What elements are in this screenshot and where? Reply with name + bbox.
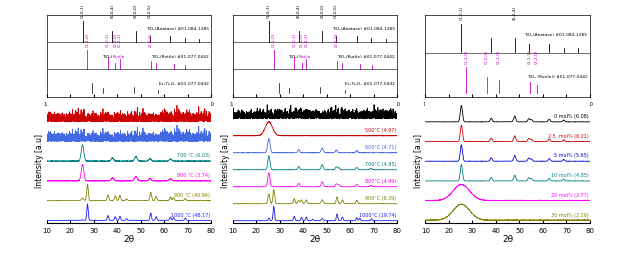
Text: 600 °C (4.41): 600 °C (4.41) (177, 134, 210, 139)
Text: TiO₂(Anatase) #01-084-1285: TiO₂(Anatase) #01-084-1285 (332, 27, 395, 31)
Text: (1,0,1): (1,0,1) (292, 33, 296, 47)
Text: TiO₂(Anatase) #01-084-1285: TiO₂(Anatase) #01-084-1285 (146, 27, 209, 31)
Text: Rutile: Rutile (299, 55, 311, 59)
Text: 600°C (4.71): 600°C (4.71) (365, 145, 396, 150)
Text: (2,2,0): (2,2,0) (335, 33, 339, 47)
Text: (1,0,1): (1,0,1) (485, 49, 489, 64)
Text: (0,0,4): (0,0,4) (111, 3, 114, 18)
Text: TiO₂(: TiO₂( (288, 55, 299, 59)
Text: (2,1,0): (2,1,0) (497, 49, 501, 64)
Text: 5 mol% (5.65): 5 mol% (5.65) (554, 153, 589, 158)
Text: (2,0,0): (2,0,0) (134, 3, 138, 18)
Text: 0 mol% (6.08): 0 mol% (6.08) (554, 114, 589, 119)
Text: (1,1,0): (1,1,0) (86, 33, 89, 47)
Text: (0,0,4): (0,0,4) (297, 3, 301, 18)
Text: (1,0,1): (1,0,1) (267, 3, 271, 18)
Text: (1,0,1): (1,0,1) (460, 6, 463, 20)
Text: TiO₂(: TiO₂( (102, 55, 112, 59)
X-axis label: 2θ: 2θ (502, 235, 513, 244)
Text: (1,0,1): (1,0,1) (106, 33, 110, 47)
Y-axis label: Intensity [a.u]: Intensity [a.u] (221, 134, 230, 188)
Text: TiO₂ (Rutile)) #01-077-0442: TiO₂ (Rutile)) #01-077-0442 (527, 76, 587, 79)
Text: (2,1,1): (2,1,1) (304, 33, 308, 47)
Text: Er₂Ti₂O₇ #01-077-0442: Er₂Ti₂O₇ #01-077-0442 (345, 82, 395, 86)
Text: (2,1,0): (2,1,0) (113, 33, 117, 47)
Text: (0,0,4): (0,0,4) (513, 6, 517, 20)
Text: (2,1,1): (2,1,1) (527, 49, 532, 64)
Text: 800 °C (3.74): 800 °C (3.74) (177, 173, 210, 178)
Text: 900°C (9.39): 900°C (9.39) (365, 196, 396, 201)
Text: TiO₂(Rutile) #01-077-0442: TiO₂(Rutile) #01-077-0442 (151, 55, 209, 59)
Text: Er₂Ti₂O₇ #01-077-0442: Er₂Ti₂O₇ #01-077-0442 (159, 82, 209, 86)
Text: 30 mol% (2.16): 30 mol% (2.16) (551, 212, 589, 218)
Text: 700°C (4.85): 700°C (4.85) (365, 162, 396, 167)
Text: 800°C (4.99): 800°C (4.99) (365, 179, 396, 184)
Text: (2,2,0): (2,2,0) (148, 33, 153, 47)
Y-axis label: Intensity [a.u]: Intensity [a.u] (35, 134, 44, 188)
Text: 1000 °C (48.17): 1000 °C (48.17) (171, 212, 210, 218)
X-axis label: 2θ: 2θ (124, 235, 134, 244)
Text: (2,1,0): (2,1,0) (299, 33, 304, 47)
Text: TiO₂(Rutile) #01-077-0442: TiO₂(Rutile) #01-077-0442 (337, 55, 395, 59)
Text: TiO₂(Anatase) #01-084-1285: TiO₂(Anatase) #01-084-1285 (525, 33, 587, 37)
Text: 700 °C (6.03): 700 °C (6.03) (177, 153, 210, 158)
Text: (2,1,1): (2,1,1) (118, 33, 122, 47)
X-axis label: 2θ: 2θ (310, 235, 320, 244)
Text: Rutile: Rutile (112, 55, 125, 59)
Text: 900 °C (40.94): 900 °C (40.94) (175, 193, 210, 198)
Text: 0°C (4.22): 0°C (4.22) (371, 111, 396, 116)
Text: 2.5  mol% (6.21): 2.5 mol% (6.21) (548, 134, 589, 139)
Text: (1,0,1): (1,0,1) (81, 3, 84, 18)
Text: (1,0,5): (1,0,5) (334, 3, 338, 18)
Text: 1000°C (19.74): 1000°C (19.74) (359, 213, 396, 218)
Text: 10 mol% (4.85): 10 mol% (4.85) (551, 173, 589, 178)
Text: 20 mol% (2.77): 20 mol% (2.77) (551, 193, 589, 198)
Text: (2,0,0): (2,0,0) (320, 3, 324, 18)
Text: (1,1,0): (1,1,0) (272, 33, 276, 47)
Text: 500 °C (3.95): 500 °C (3.95) (177, 114, 210, 119)
Text: (2,2,0): (2,2,0) (535, 49, 539, 64)
Text: (1,0,5): (1,0,5) (148, 3, 152, 18)
Y-axis label: Intensity [a.u]: Intensity [a.u] (414, 134, 423, 188)
Text: 500°C (4.97): 500°C (4.97) (365, 129, 396, 133)
Text: (1,1,0): (1,1,0) (465, 49, 468, 64)
